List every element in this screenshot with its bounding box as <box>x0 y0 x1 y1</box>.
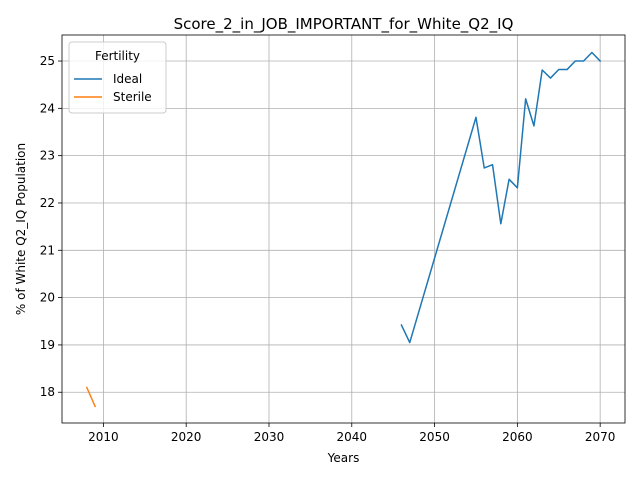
series-line-sterile <box>85 386 97 408</box>
y-tick-label: 19 <box>40 338 55 352</box>
x-tick-label: 2030 <box>254 430 285 444</box>
x-tick-label: 2040 <box>337 430 368 444</box>
y-tick-label: 20 <box>40 291 55 305</box>
series-line-ideal <box>400 51 602 344</box>
y-axis-label: % of White Q2_IQ Population <box>14 143 28 315</box>
y-tick-label: 22 <box>40 196 55 210</box>
x-tick-label: 2010 <box>88 430 119 444</box>
x-tick-label: 2050 <box>419 430 450 444</box>
chart-title: Score_2_in_JOB_IMPORTANT_for_White_Q2_IQ <box>174 15 514 34</box>
legend-title: Fertility <box>95 49 140 63</box>
grid <box>62 35 625 423</box>
series-layer <box>85 51 602 408</box>
plot-frame <box>61 34 626 424</box>
y-tick-label: 21 <box>40 243 55 257</box>
legend-box <box>68 41 167 114</box>
y-tick-label: 24 <box>40 101 55 115</box>
x-axis-ticks: 2010 2020 2030 2040 2050 2060 2070 <box>88 423 615 444</box>
legend-label-ideal: Ideal <box>113 72 142 86</box>
x-axis-label: Years <box>327 451 360 465</box>
y-axis-ticks: 18 19 20 21 22 23 24 25 <box>40 54 62 399</box>
x-tick-label: 2060 <box>502 430 533 444</box>
x-tick-label: 2070 <box>585 430 616 444</box>
y-tick-label: 23 <box>40 149 55 163</box>
legend-label-sterile: Sterile <box>113 90 152 104</box>
legend: Fertility Ideal Sterile <box>68 41 167 114</box>
y-tick-label: 25 <box>40 54 55 68</box>
x-tick-label: 2020 <box>171 430 202 444</box>
y-tick-label: 18 <box>40 385 55 399</box>
